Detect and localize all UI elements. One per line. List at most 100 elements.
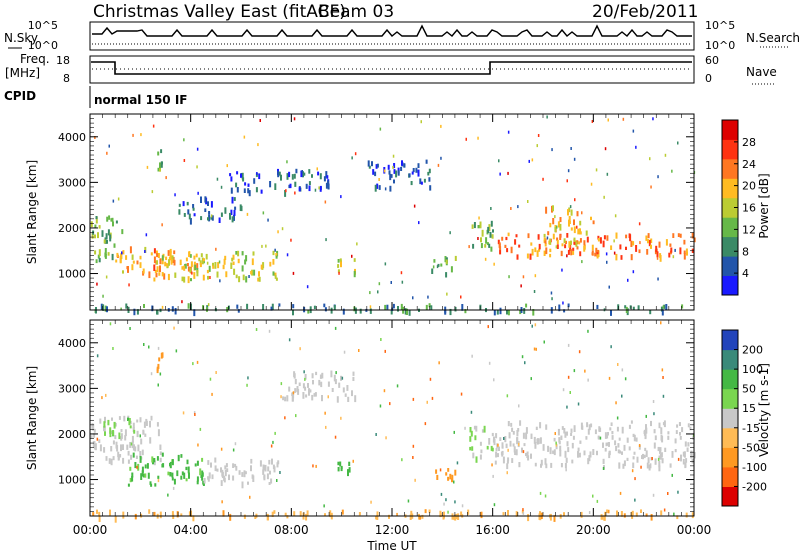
data-cell bbox=[521, 447, 523, 453]
data-cell bbox=[453, 430, 455, 434]
data-cell bbox=[537, 134, 540, 137]
data-cell bbox=[568, 220, 571, 224]
data-cell bbox=[669, 463, 672, 468]
data-cell bbox=[596, 450, 598, 456]
data-cell bbox=[490, 445, 493, 451]
data-cell bbox=[413, 204, 416, 208]
data-cell bbox=[250, 465, 252, 472]
data-cell bbox=[487, 226, 490, 233]
data-cell bbox=[129, 425, 132, 429]
data-cell bbox=[654, 435, 657, 441]
data-cell bbox=[536, 250, 539, 257]
data-cell bbox=[301, 170, 303, 173]
data-cell bbox=[506, 394, 509, 398]
data-cell bbox=[253, 178, 256, 184]
data-cell bbox=[631, 469, 634, 473]
data-cell bbox=[246, 383, 248, 387]
colorbar-tick-label: 8 bbox=[742, 245, 749, 258]
data-cell bbox=[530, 377, 532, 381]
data-cell bbox=[644, 447, 647, 451]
data-cell bbox=[275, 255, 278, 259]
data-cell bbox=[566, 233, 569, 238]
velocity-ylabel: Slant Range [km] bbox=[25, 366, 39, 470]
data-cell bbox=[420, 181, 423, 185]
data-cell bbox=[427, 171, 430, 176]
data-cell bbox=[302, 392, 305, 399]
data-cell bbox=[342, 387, 345, 393]
data-cell bbox=[193, 261, 196, 266]
data-cell bbox=[375, 164, 378, 169]
data-cell bbox=[156, 260, 158, 265]
data-cell bbox=[333, 305, 336, 310]
data-cell bbox=[352, 376, 355, 381]
data-cell bbox=[211, 474, 214, 480]
data-cell bbox=[617, 449, 620, 454]
data-cell bbox=[136, 465, 138, 469]
data-cell bbox=[429, 377, 432, 381]
x-tick-label: 00:00 bbox=[677, 523, 712, 537]
data-cell bbox=[556, 239, 559, 245]
colorbar-swatch bbox=[722, 330, 738, 351]
data-cell bbox=[338, 382, 341, 388]
data-cell bbox=[185, 466, 188, 471]
data-cell bbox=[318, 186, 320, 190]
data-cell bbox=[339, 461, 342, 467]
data-cell bbox=[555, 245, 558, 249]
data-cell bbox=[473, 425, 476, 430]
data-cell bbox=[144, 246, 147, 253]
data-cell bbox=[492, 474, 494, 478]
data-cell bbox=[424, 509, 427, 514]
data-cell bbox=[299, 511, 302, 517]
data-cell bbox=[253, 269, 256, 276]
data-cell bbox=[685, 512, 688, 518]
data-cell bbox=[392, 303, 395, 309]
data-cell bbox=[112, 199, 115, 203]
data-cell bbox=[558, 437, 561, 443]
data-cell bbox=[397, 170, 400, 176]
data-cell bbox=[298, 187, 301, 192]
data-cell bbox=[540, 463, 542, 468]
data-cell bbox=[230, 262, 233, 269]
data-cell bbox=[196, 270, 199, 277]
data-cell bbox=[656, 251, 659, 258]
data-cell bbox=[112, 347, 114, 350]
data-cell bbox=[170, 258, 173, 265]
data-cell bbox=[442, 515, 445, 520]
data-cell bbox=[604, 511, 607, 516]
noise-tick-top-left: 10^5 bbox=[28, 19, 58, 32]
colorbar-swatch bbox=[722, 275, 738, 296]
data-cell bbox=[196, 263, 199, 269]
data-cell bbox=[520, 284, 522, 288]
nsky-series bbox=[92, 24, 692, 37]
data-cell bbox=[248, 275, 250, 278]
data-cell bbox=[657, 446, 660, 452]
data-cell bbox=[662, 394, 665, 398]
data-cell bbox=[167, 471, 170, 476]
data-cell bbox=[268, 459, 271, 465]
data-cell bbox=[294, 388, 297, 393]
data-cell bbox=[653, 429, 656, 434]
data-cell bbox=[135, 455, 138, 459]
data-cell bbox=[274, 275, 277, 279]
data-cell bbox=[110, 446, 113, 452]
data-cell bbox=[542, 444, 545, 451]
data-cell bbox=[101, 230, 104, 237]
data-cell bbox=[121, 251, 123, 255]
data-cell bbox=[208, 472, 211, 479]
data-cell bbox=[187, 209, 190, 215]
y-tick-label: 3000 bbox=[58, 176, 86, 189]
data-cell bbox=[599, 427, 602, 432]
data-cell bbox=[207, 217, 209, 221]
data-cell bbox=[621, 426, 624, 434]
data-cell bbox=[573, 219, 575, 226]
data-cell bbox=[193, 411, 196, 415]
data-cell bbox=[635, 245, 638, 252]
data-cell bbox=[188, 511, 191, 517]
data-cell bbox=[169, 248, 172, 254]
data-cell bbox=[456, 461, 459, 465]
data-cell bbox=[661, 368, 664, 372]
data-cell bbox=[229, 513, 232, 521]
data-cell bbox=[193, 309, 196, 317]
freq-tick-top: 18 bbox=[56, 54, 70, 67]
data-cell bbox=[104, 305, 107, 312]
